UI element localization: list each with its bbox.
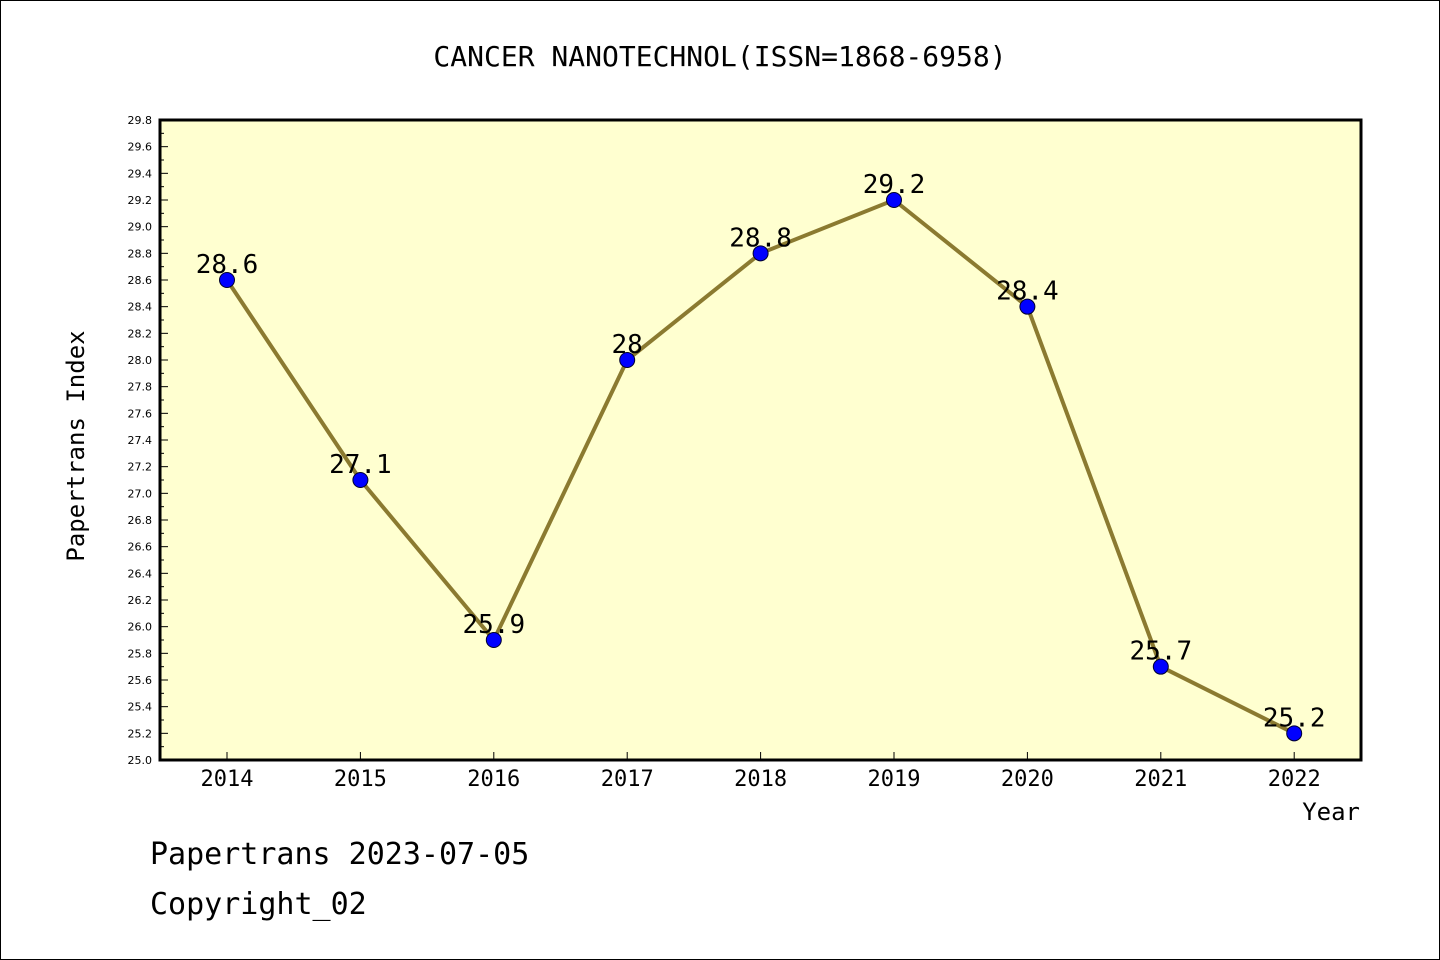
data-point xyxy=(1286,725,1303,742)
y-tick-label: 25.8 xyxy=(128,647,153,660)
data-label: 29.2 xyxy=(863,170,926,200)
y-tick-label: 29.8 xyxy=(128,114,153,127)
y-tick-label: 28.2 xyxy=(128,327,153,340)
y-tick-label: 26.0 xyxy=(128,621,153,634)
x-axis-label: Year xyxy=(1302,798,1360,826)
data-point xyxy=(352,472,369,488)
y-tick-label: 29.0 xyxy=(128,221,153,234)
x-axis: 2014 2015 2016 2017 2018 2019 2020 2021 2022 xyxy=(201,752,1321,792)
y-tick-label: 28.4 xyxy=(128,301,153,314)
y-tick-label: 25.6 xyxy=(128,674,153,687)
data-label: 25.9 xyxy=(462,610,525,640)
data-point xyxy=(752,245,769,262)
y-tick-label: 27.2 xyxy=(128,461,153,474)
x-tick-label: 2016 xyxy=(467,767,520,792)
x-tick-label: 2017 xyxy=(601,767,654,792)
data-point xyxy=(219,272,235,288)
y-axis-label: Papertrans Index xyxy=(62,330,90,561)
y-tick-label: 27.0 xyxy=(128,487,153,500)
x-tick-label: 2014 xyxy=(201,767,254,792)
x-tick-label: 2018 xyxy=(734,767,787,792)
data-point xyxy=(1152,658,1169,675)
plot-area xyxy=(158,118,1363,762)
y-tick-label: 25.0 xyxy=(128,754,153,767)
y-axis: 25.0 25.2 25.4 25.6 25.8 26.0 26.2 26.4 26.6 26.8… xyxy=(128,114,168,767)
footer-copyright: Copyright_02 xyxy=(150,887,367,922)
y-tick-label: 26.8 xyxy=(128,514,153,527)
y-tick-label: 29.4 xyxy=(128,167,153,180)
x-tick-label: 2022 xyxy=(1268,767,1321,792)
data-label: 28.6 xyxy=(196,250,259,280)
data-point xyxy=(1019,298,1036,315)
data-label: 27.1 xyxy=(329,450,392,480)
x-tick-label: 2019 xyxy=(868,767,921,792)
y-tick-label: 28.6 xyxy=(128,274,153,287)
data-label: 25.2 xyxy=(1263,703,1326,733)
y-tick-label: 27.4 xyxy=(128,434,153,447)
x-tick-label: 2015 xyxy=(334,767,387,792)
y-tick-label: 27.8 xyxy=(128,381,153,394)
x-tick-label: 2020 xyxy=(1001,767,1054,792)
data-point xyxy=(886,192,902,208)
y-tick-label: 25.4 xyxy=(128,701,153,714)
y-tick-label: 29.6 xyxy=(128,141,153,154)
data-point xyxy=(485,632,502,648)
data-label: 25.7 xyxy=(1129,637,1192,667)
y-tick-label: 25.2 xyxy=(128,727,153,740)
data-label: 28.4 xyxy=(996,277,1059,307)
series-layer xyxy=(219,192,1303,742)
footer-date: Papertrans 2023-07-05 xyxy=(150,837,529,872)
y-tick-label: 26.2 xyxy=(128,594,153,607)
y-tick-label: 27.6 xyxy=(128,407,153,420)
y-tick-label: 26.6 xyxy=(128,541,153,554)
x-tick-label: 2021 xyxy=(1134,767,1187,792)
y-tick-label: 28.8 xyxy=(128,247,153,260)
y-tick-label: 28.0 xyxy=(128,354,153,367)
y-tick-label: 29.2 xyxy=(128,194,153,207)
y-tick-label: 26.4 xyxy=(128,567,153,580)
data-label: 28.8 xyxy=(729,223,792,253)
data-point xyxy=(619,352,636,368)
chart-title: CANCER NANOTECHNOL(ISSN=1868-6958) xyxy=(433,40,1006,73)
data-label: 28 xyxy=(612,330,643,360)
data-labels: 28.6 27.1 25.9 28 28.8 29.2 28.4 25.7 25.2 xyxy=(196,170,1326,733)
